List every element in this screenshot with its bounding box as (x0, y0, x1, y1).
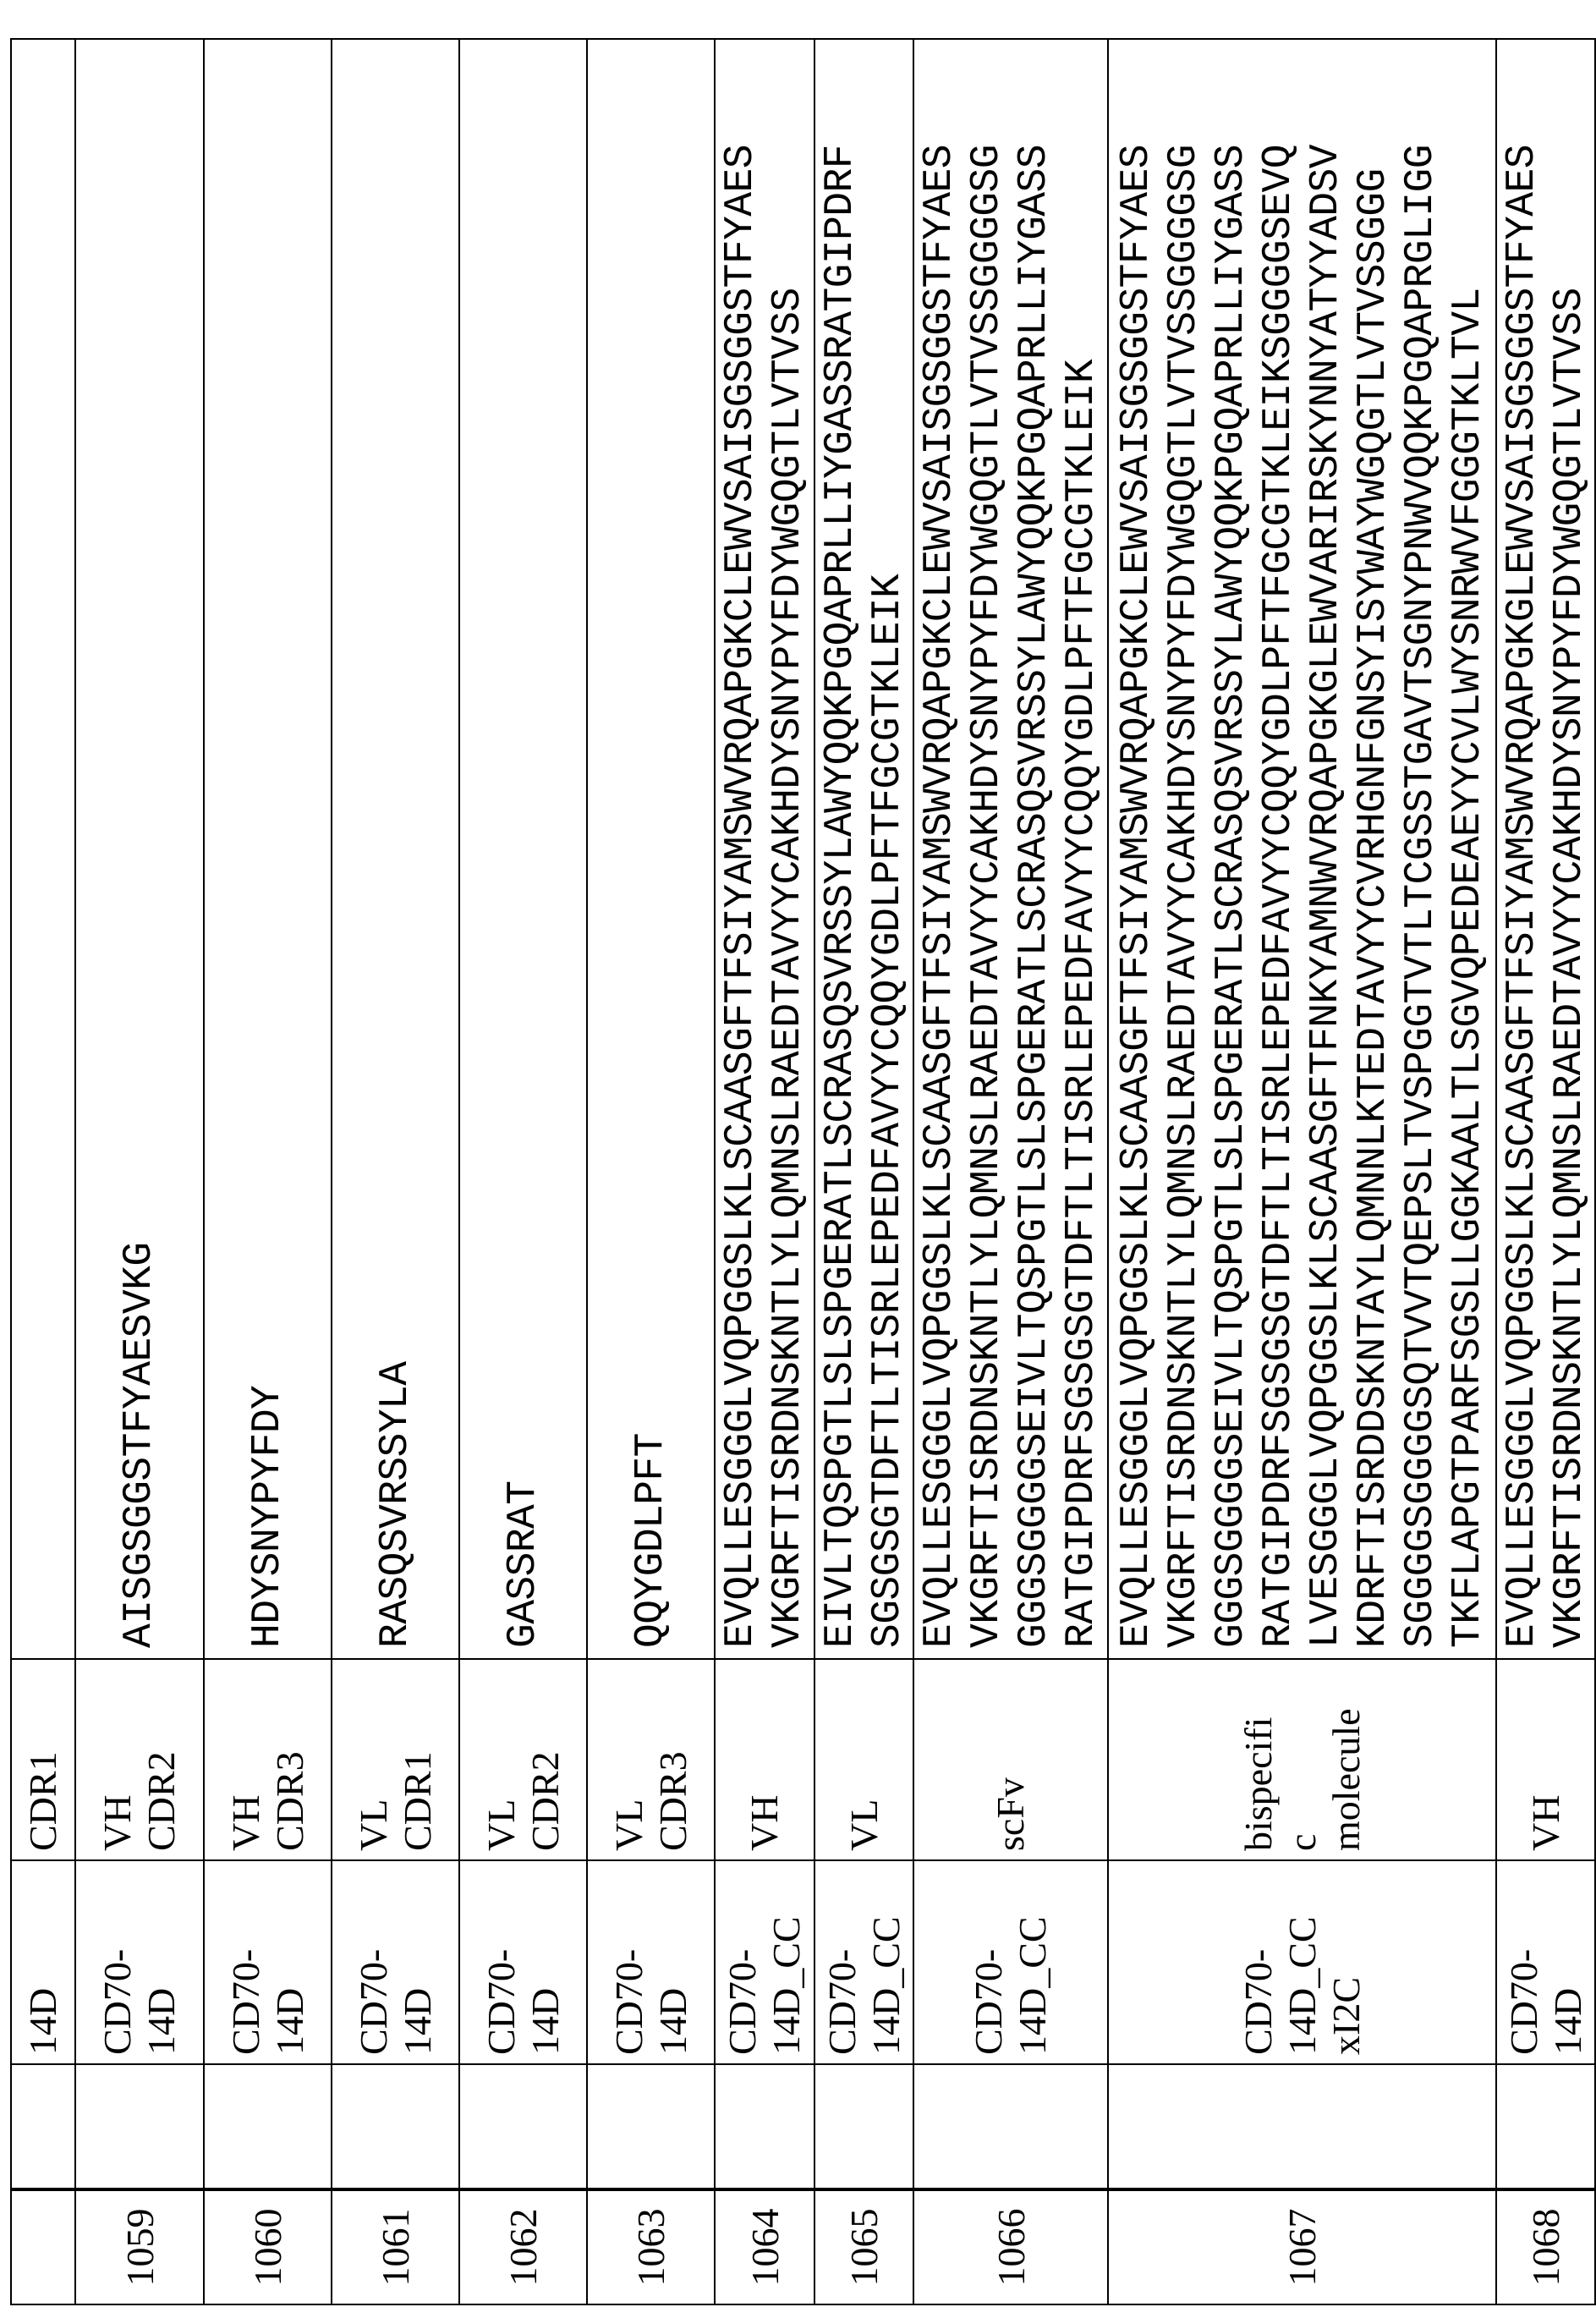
sequence-type-cell: VL CDR3 (587, 1659, 715, 1860)
construct-name-cell: CD70- 14D (332, 1860, 459, 2064)
sequence-line: VKGRFTISRDNSKNTLYLQMNSLRAEDTAVYYCAKHDYSN… (1546, 48, 1593, 1648)
amino-acid-sequence-cell: EVQLLESGGGLVQPGGSLKLSCAASGFTFSIYAMSWVRQA… (1108, 39, 1496, 1659)
amino-acid-sequence-cell: EIVLTQSPGTLSLSPGERATLSCRASQSVRSSYLAWYQQK… (814, 39, 913, 1659)
seq-id-cell: 1060 (204, 2189, 332, 2304)
amino-acid-sequence-cell: AISGSGGSTFYAESVKG (75, 39, 204, 1659)
sequence-type-cell: VH CDR3 (204, 1659, 332, 1860)
sequence-line: HDYSNYPYFDY (244, 48, 292, 1648)
construct-name-cell: CD70- 14D_CC (814, 1860, 913, 2064)
sequence-line: SGSGSGTDFTLTISRLEPEDFAVYYCQQYGDLPFTFGCGT… (864, 48, 912, 1648)
construct-name-cell: CD70- 14D (459, 1860, 587, 2064)
amino-acid-sequence-cell: EVQLLESGGGLVQPGGSLKLSCAASGFTFSIYAMSWVRQA… (913, 39, 1108, 1659)
sequence-line: RATGIPDRFSGSGSGTDFTLTISRLEPEDFAVYYCQQYGD… (1255, 48, 1303, 1648)
amino-acid-sequence-cell: RASQSVRSSYLA (332, 39, 459, 1659)
table-row: 1067 CD70- 14D_CC xI2Cbispecifi c molecul… (1108, 39, 1496, 2304)
seq-id-cell: 1067 (1108, 2189, 1496, 2304)
blank-cell (11, 2064, 75, 2189)
sequence-table: 14DCDR11059CD70- 14DVH CDR2AISGSGGSTFYAE… (10, 38, 1596, 2305)
sequence-line: TKFLAPGTPARFSGSLLGGKAALTLSGVQPEDEAEYYCVL… (1445, 48, 1492, 1648)
seq-id-cell: 1063 (587, 2189, 715, 2304)
construct-name-cell: CD70- 14D_CC (913, 1860, 1108, 2064)
blank-cell (332, 2064, 459, 2189)
seq-id-cell: 1059 (75, 2189, 204, 2304)
sequence-type-cell: VH (1496, 1659, 1595, 1860)
table-row: 1066 CD70- 14D_CCscFv EVQLLESGGGLVQPGGSLKL… (913, 39, 1108, 2304)
table-row: 1059 CD70- 14DVH CDR2 AISGSGGSTFYAESVKG (75, 39, 204, 2304)
sequence-line: EVQLLESGGGLVQPGGSLKLSCAASGFTFSIYAMSWVRQA… (916, 48, 963, 1648)
sequence-type-cell: scFv (913, 1659, 1108, 1860)
table-row: 1068 CD70- 14DVH EVQLLESGGGLVQPGGSLKLSCAAS… (1496, 39, 1595, 2304)
sequence-line: LVESGGGLVQPGGSLKLSCAASGFTFNKYAMNWVRQAPGK… (1303, 48, 1350, 1648)
construct-name-cell: 14D (11, 1860, 75, 2064)
sequence-line: AISGSGGSTFYAESVKG (116, 48, 163, 1648)
rotated-sequence-table: 14DCDR11059CD70- 14DVH CDR2AISGSGGSTFYAE… (10, 38, 1591, 2305)
blank-cell (204, 2064, 332, 2189)
sequence-line: GASSRAT (500, 48, 547, 1648)
table-row: 1064 CD70- 14D_CCVH EVQLLESGGGLVQPGGSLKLSC… (715, 39, 814, 2304)
table-row: 1063 CD70- 14DVL CDR3 QQYGDLPFT (587, 39, 715, 2304)
blank-cell (913, 2064, 1108, 2189)
seq-id-cell (11, 2189, 75, 2304)
construct-name-cell: CD70- 14D (75, 1860, 204, 2064)
amino-acid-sequence-cell: HDYSNYPYFDY (204, 39, 332, 1659)
sequence-type-cell: bispecifi c molecule (1108, 1659, 1496, 1860)
blank-cell (459, 2064, 587, 2189)
table-row: 1065 CD70- 14D_CCVL EIVLTQSPGTLSLSPGERATLS… (814, 39, 913, 2304)
sequence-type-cell: CDR1 (11, 1659, 75, 1860)
sequence-line: GGGSGGGGSEIVLTQSPGTLSLSPGERATLSCRASQSVRS… (1011, 48, 1058, 1648)
seq-id-cell: 1066 (913, 2189, 1108, 2304)
construct-name-cell: CD70- 14D (1496, 1860, 1595, 2064)
sequence-line: RASQSVRSSYLA (372, 48, 420, 1648)
sequence-line: SGGGGSGGGGSQTVVTQEPSLTVSPGGTVTLTCGSSTGAV… (1397, 48, 1445, 1648)
sequence-line: EVQLLESGGGLVQPGGSLKLSCAASGFTFSIYAMSWVRQA… (1113, 48, 1160, 1648)
sequence-line: GGGSGGGGSEIVLTQSPGTLSLSPGERATLSCRASQSVRS… (1208, 48, 1255, 1648)
amino-acid-sequence-cell (11, 39, 75, 1659)
blank-cell (1108, 2064, 1496, 2189)
amino-acid-sequence-cell: EVQLLESGGGLVQPGGSLKLSCAASGFTFSIYAMSWVRQA… (1496, 39, 1595, 1659)
blank-cell (587, 2064, 715, 2189)
sequence-line: EIVLTQSPGTLSLSPGERATLSCRASQSVRSSYLAWYQQK… (817, 48, 864, 1648)
seq-id-cell: 1064 (715, 2189, 814, 2304)
sequence-line: EVQLLESGGGLVQPGGSLKLSCAASGFTFSIYAMSWVRQA… (1499, 48, 1546, 1648)
blank-cell (814, 2064, 913, 2189)
table-row: 14DCDR1 (11, 39, 75, 2304)
amino-acid-sequence-cell: QQYGDLPFT (587, 39, 715, 1659)
seq-id-cell: 1068 (1496, 2189, 1595, 2304)
construct-name-cell: CD70- 14D_CC xI2C (1108, 1860, 1496, 2064)
amino-acid-sequence-cell: GASSRAT (459, 39, 587, 1659)
blank-cell (715, 2064, 814, 2189)
sequence-line: VKGRFTISRDNSKNTLYLQMNSLRAEDTAVYYCAKHDYSN… (765, 48, 812, 1648)
blank-cell (1496, 2064, 1595, 2189)
sequence-type-cell: VH (715, 1659, 814, 1860)
seq-id-cell: 1061 (332, 2189, 459, 2304)
seq-id-cell: 1062 (459, 2189, 587, 2304)
sequence-line: EVQLLESGGGLVQPGGSLKLSCAASGFTFSIYAMSWVRQA… (717, 48, 765, 1648)
construct-name-cell: CD70- 14D_CC (715, 1860, 814, 2064)
amino-acid-sequence-cell: EVQLLESGGGLVQPGGSLKLSCAASGFTFSIYAMSWVRQA… (715, 39, 814, 1659)
sequence-type-cell: VL CDR2 (459, 1659, 587, 1860)
sequence-line: QQYGDLPFT (628, 48, 675, 1648)
sequence-type-cell: VH CDR2 (75, 1659, 204, 1860)
seq-id-cell: 1065 (814, 2189, 913, 2304)
table-row: 1061 CD70- 14DVL CDR1 RASQSVRSSYLA (332, 39, 459, 2304)
construct-name-cell: CD70- 14D (587, 1860, 715, 2064)
table-row: 1060 CD70- 14DVH CDR3 HDYSNYPYFDY (204, 39, 332, 2304)
construct-name-cell: CD70- 14D (204, 1860, 332, 2064)
sequence-line: VKGRFTISRDNSKNTLYLQMNSLRAEDTAVYYCAKHDYSN… (1160, 48, 1208, 1648)
blank-cell (75, 2064, 204, 2189)
table-row: 1062 CD70- 14DVL CDR2 GASSRAT (459, 39, 587, 2304)
sequence-line: VKGRFTISRDNSKNTLYLQMNSLRAEDTAVYYCAKHDYSN… (963, 48, 1011, 1648)
sequence-line: KDRFTISRDDSKNTAYLQMNNLKTEDTAVYYCVRHGNFGN… (1350, 48, 1397, 1648)
sequence-type-cell: VL (814, 1659, 913, 1860)
sequence-type-cell: VL CDR1 (332, 1659, 459, 1860)
sequence-line: RATGIPDRFSGSGSGTDFTLTISRLEPEDFAVYYCQQYGD… (1058, 48, 1105, 1648)
